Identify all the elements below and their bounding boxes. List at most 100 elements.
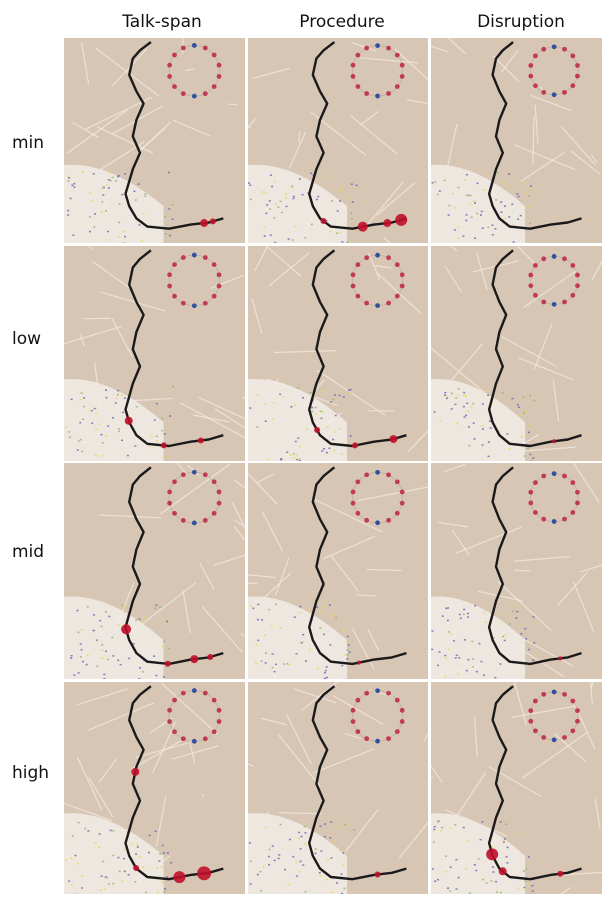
poi-dot [122, 230, 125, 233]
poi-dot [528, 424, 531, 426]
street-line [301, 682, 339, 711]
poi-dot [97, 846, 100, 848]
poi-dot [522, 870, 525, 872]
poi-dot [90, 410, 93, 412]
ring-node [375, 469, 380, 475]
ring-node [551, 737, 557, 743]
poi-dot [522, 412, 525, 414]
poi-dot [471, 666, 474, 668]
poi-dot [467, 410, 470, 413]
poi-dot [101, 644, 104, 646]
poi-dot [350, 183, 353, 185]
poi-dot [525, 411, 528, 413]
poi-dot [505, 823, 508, 825]
poi-dot [446, 396, 449, 398]
ring-node [399, 707, 405, 713]
poi-dot [161, 429, 164, 432]
ring-outline [352, 45, 404, 97]
poi-dot [68, 177, 71, 179]
poi-dot [98, 833, 101, 835]
poi-dot [148, 834, 151, 837]
poi-dot [504, 217, 507, 220]
poi-dot [162, 675, 165, 678]
ring-node [180, 736, 186, 742]
poi-dot [108, 883, 111, 885]
map-panel-mid-talk-span [64, 463, 245, 679]
poi-dot [278, 854, 281, 856]
ring-node [375, 93, 380, 99]
street-line [274, 557, 290, 596]
poi-dot [65, 859, 68, 861]
ring-node [211, 262, 217, 268]
poi-dot [271, 666, 274, 669]
ring-node [167, 707, 173, 713]
poi-dot [264, 192, 267, 194]
street-line [298, 131, 301, 143]
poi-dot [135, 853, 138, 855]
street-line [423, 732, 428, 742]
street-line [451, 529, 470, 556]
row-label-mid: mid [12, 542, 45, 562]
poi-dot [464, 179, 467, 181]
poi-dot [170, 862, 173, 864]
poi-dot [346, 241, 349, 243]
poi-dot [469, 194, 472, 197]
poi-dot [448, 648, 451, 651]
event-marker [164, 660, 171, 667]
poi-dot [320, 850, 323, 852]
map-panel-mid-disruption [431, 463, 602, 679]
street-line [512, 705, 576, 718]
poi-dot [155, 440, 158, 442]
poi-dot [95, 412, 98, 415]
poi-dot [263, 634, 266, 637]
poi-dot [300, 642, 303, 644]
poi-dot [103, 888, 106, 891]
urban-area [248, 813, 347, 894]
poi-dot [350, 212, 353, 215]
street-line [95, 47, 160, 97]
poi-dot [71, 835, 74, 837]
ring-node [386, 690, 391, 696]
ring-node [216, 500, 222, 506]
poi-dot [491, 234, 494, 236]
street-line [446, 123, 458, 172]
street-line [288, 131, 307, 169]
street-line [201, 606, 243, 653]
poi-dot [532, 457, 535, 459]
poi-dot [520, 414, 523, 417]
poi-dot [511, 610, 514, 612]
street-line [310, 111, 367, 156]
poi-dot [443, 179, 446, 182]
poi-dot [528, 431, 531, 434]
poi-dot [271, 418, 274, 420]
poi-dot [293, 616, 296, 618]
street-line [111, 318, 133, 357]
ring-node [191, 43, 197, 48]
poi-dot [529, 394, 532, 397]
street-line [513, 569, 531, 572]
ring-node [575, 489, 580, 495]
event-marker [374, 871, 381, 878]
event-marker [314, 427, 321, 434]
poi-dot [465, 678, 468, 679]
street-line [431, 45, 449, 53]
event-marker [133, 865, 140, 872]
poi-dot [103, 673, 106, 676]
poi-dot [273, 180, 276, 183]
poi-dot [462, 613, 465, 616]
poi-dot [260, 660, 263, 662]
poi-dot [262, 865, 265, 868]
poi-dot [314, 848, 317, 850]
poi-dot [456, 422, 459, 425]
ring-node [216, 707, 222, 713]
poi-dot [484, 621, 487, 623]
event-marker [131, 767, 140, 776]
ring-node [386, 300, 391, 306]
street-line [241, 396, 245, 399]
poi-dot [320, 417, 323, 420]
street-line [100, 291, 166, 312]
poi-dot [325, 878, 328, 881]
poi-dot [117, 659, 120, 662]
poi-dot [123, 848, 126, 851]
poi-dot [277, 206, 280, 209]
